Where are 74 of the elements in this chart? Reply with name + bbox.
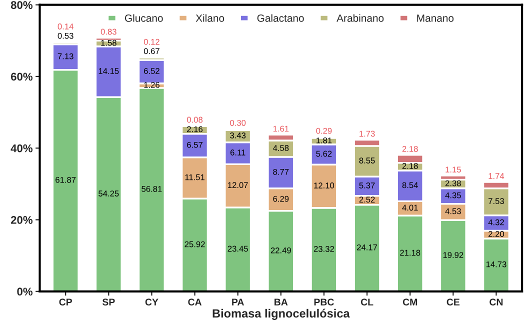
data-label: 2.38 (445, 180, 461, 186)
x-tick-label: CP (59, 298, 72, 306)
x-tick-label: PBC (314, 298, 334, 306)
data-label: 1.73 (360, 130, 375, 137)
data-label: 4.01 (402, 204, 418, 211)
data-label: 1.15 (446, 166, 461, 173)
data-label: 8.77 (273, 168, 289, 175)
data-label: 6.29 (273, 196, 289, 202)
x-axis-title: Biomasa lignocelulósica (212, 308, 350, 320)
data-label: 23.32 (314, 246, 334, 252)
x-tick-label: SP (102, 298, 115, 306)
legend-label: Glucano (124, 14, 163, 22)
data-label: 12.07 (228, 182, 248, 188)
data-label: 14.73 (486, 261, 506, 268)
data-label: 0.12 (144, 38, 160, 45)
y-tick-label: 0% (17, 288, 33, 296)
data-label: 6.57 (187, 142, 202, 148)
data-label: 0.29 (316, 128, 332, 134)
data-label: 4.32 (488, 219, 504, 226)
data-label: 19.92 (443, 252, 464, 258)
y-tick-label: 60% (10, 72, 33, 81)
data-label: 0.08 (186, 116, 203, 123)
data-label: 54.25 (98, 190, 119, 196)
data-label: 1.81 (316, 137, 332, 144)
data-label: 0.14 (58, 24, 74, 30)
data-label: 4.53 (445, 208, 461, 214)
data-label: 2.18 (402, 146, 418, 152)
data-label: 56.81 (142, 186, 162, 192)
data-label: 11.51 (185, 174, 204, 180)
data-label: 2.16 (187, 126, 203, 132)
x-tick-label: CN (490, 298, 503, 306)
data-label: 6.11 (230, 150, 246, 156)
data-label: 21.18 (400, 250, 420, 256)
data-label: 4.35 (445, 192, 461, 198)
data-label: 0.53 (58, 32, 74, 39)
x-tick-label: CE (446, 298, 460, 306)
data-label: 3.43 (230, 132, 246, 138)
data-label: 1.58 (101, 40, 116, 46)
legend-label: Manano (417, 14, 454, 22)
data-label: 14.15 (98, 68, 119, 74)
y-tick-label: 80% (10, 1, 33, 9)
data-label: 8.55 (359, 158, 375, 164)
data-label: 5.62 (316, 150, 332, 157)
data-label: 1.74 (488, 173, 504, 179)
data-label: 25.92 (184, 241, 205, 248)
data-label: 5.37 (359, 182, 375, 188)
legend-label: Arabinano (336, 14, 384, 22)
x-tick-label: PA (232, 298, 244, 306)
data-label: 8.54 (402, 182, 418, 188)
x-tick-label: CL (360, 298, 374, 306)
data-label: 12.10 (314, 182, 334, 188)
data-label: 2.52 (359, 196, 375, 203)
data-label: 2.20 (488, 231, 504, 237)
legend-label: Galactano (257, 14, 304, 22)
data-label: 7.53 (488, 198, 504, 204)
y-tick-label: 40% (10, 144, 33, 152)
x-tick-label: CY (145, 298, 158, 306)
x-tick-label: CM (402, 298, 417, 306)
data-label: 2.18 (402, 163, 418, 169)
data-label: 0.83 (100, 28, 116, 35)
data-label: 0.67 (144, 48, 160, 54)
x-tick-label: BA (274, 298, 288, 306)
data-label: 22.49 (270, 247, 291, 254)
x-tick-label: CA (188, 298, 202, 306)
data-label: 6.52 (144, 68, 160, 74)
data-label: 4.58 (272, 145, 289, 151)
data-label: 24.17 (357, 244, 378, 250)
data-label: 7.13 (58, 53, 74, 60)
y-tick-label: 20% (10, 216, 33, 224)
data-label: 23.45 (228, 246, 248, 252)
data-label: 61.87 (56, 176, 76, 183)
legend-label: Xilano (196, 14, 224, 22)
data-label: 0.30 (230, 120, 246, 126)
data-label: 1.61 (273, 126, 289, 132)
